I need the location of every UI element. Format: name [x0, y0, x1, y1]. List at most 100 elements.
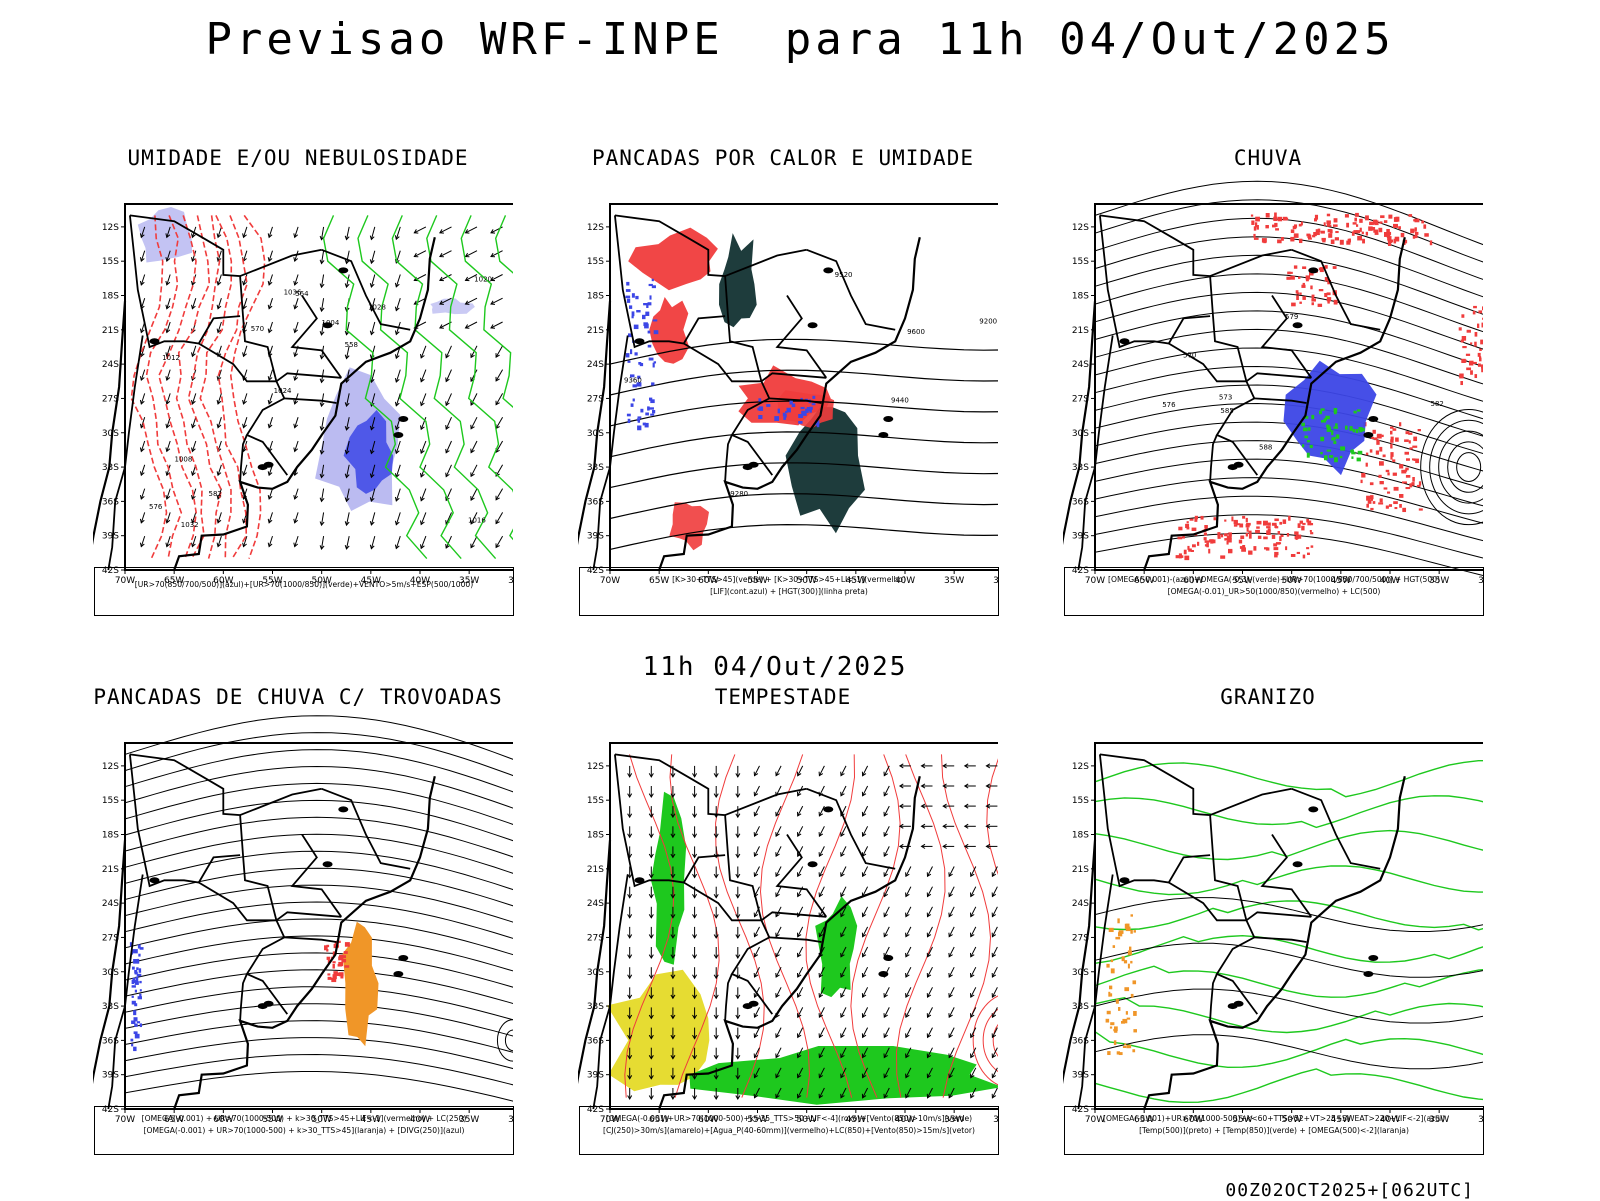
wind-vector-head: [840, 1033, 845, 1039]
wind-vector-head: [139, 233, 145, 239]
wind-vector-head: [445, 353, 450, 359]
wind-vector-head: [713, 893, 719, 899]
wind-vector-head: [344, 354, 350, 360]
rain-area: [1408, 432, 1413, 435]
wind-vector: [818, 826, 825, 837]
strong-omega-area: [1311, 414, 1315, 420]
severe-thunderstorm-area: [344, 942, 350, 947]
lat-tick-label: 30S: [1072, 429, 1089, 439]
wind-vector-head: [948, 1053, 953, 1059]
wind-vector-head: [627, 1075, 633, 1080]
wind-vector: [294, 488, 299, 500]
wind-vector-head: [165, 399, 171, 405]
rain-area: [1274, 518, 1279, 522]
strong-omega-area: [1321, 420, 1326, 423]
wind-vector-head: [293, 399, 299, 405]
wind-vector-head: [420, 401, 425, 407]
wind-vector: [948, 966, 955, 978]
wind-vector: [346, 440, 350, 454]
wind-vector-head: [165, 233, 171, 239]
rain-area: [1302, 522, 1306, 525]
rain-area: [1405, 467, 1409, 471]
rain-area: [1298, 534, 1302, 539]
wind-vector-head: [627, 934, 633, 939]
rain-area: [1387, 237, 1391, 241]
wind-vector: [321, 393, 325, 407]
country-border: [1254, 936, 1307, 943]
closed-circulation: [1429, 419, 1483, 515]
panel-tempestade: TEMPESTADE 70W65W60W55W50W45W40W35W30W12…: [548, 685, 1018, 1165]
rain-area: [1458, 327, 1462, 331]
temp500-contour: [1094, 1034, 1483, 1070]
precipitable-water-contour: [759, 754, 811, 1098]
wind-vector-head: [267, 542, 273, 548]
wind-vector-head: [735, 813, 741, 819]
omega500-area: [1124, 1043, 1127, 1046]
wind-vector-head: [920, 803, 926, 809]
rain-area: [1307, 520, 1312, 526]
wind-vector-head: [991, 872, 997, 878]
lon-tick-label: 60W: [213, 1115, 233, 1125]
wind-vector-head: [470, 448, 475, 454]
wind-vector-head: [139, 447, 145, 453]
instability-area: [669, 502, 709, 551]
wind-vector-head: [713, 793, 719, 798]
rain-area: [1182, 535, 1185, 539]
severe-thunderstorm-area: [337, 963, 342, 967]
coastline-east: [173, 775, 436, 1110]
wind-vector-head: [216, 518, 222, 524]
wind-vector-head: [420, 544, 425, 550]
lon-tick-label: 55W: [1232, 1115, 1252, 1125]
wind-vector-head: [861, 1033, 867, 1039]
wind-vector: [797, 805, 804, 817]
wind-vector-head: [344, 425, 350, 431]
omega500-area: [1110, 959, 1114, 963]
wind-vector: [465, 297, 478, 305]
strong-omega-area: [1345, 425, 1348, 430]
instability-area: [649, 297, 690, 364]
wind-vector-head: [627, 773, 633, 778]
rain-area: [1282, 519, 1287, 524]
lat-tick-label: 27S: [102, 394, 119, 404]
country-border: [1168, 342, 1247, 383]
wind-vector-head: [883, 832, 888, 837]
wind-vector-head: [692, 974, 698, 980]
island-mark: [1363, 971, 1374, 978]
wind-vector-head: [883, 852, 888, 858]
wind-vector: [465, 226, 478, 234]
wind-vector: [818, 1007, 825, 1018]
wind-vector-head: [775, 972, 780, 978]
rain-area: [1366, 495, 1371, 501]
rain-area: [1253, 237, 1259, 240]
wind-vector-head: [692, 773, 698, 778]
rain-area: [1255, 216, 1260, 222]
lif-contour: [758, 398, 762, 402]
wind-vector: [948, 987, 955, 998]
wind-vector: [495, 512, 504, 524]
lon-tick-label: 35W: [944, 576, 964, 586]
wind-vector-head: [267, 328, 273, 334]
island-mark: [1368, 955, 1379, 962]
wind-vector-head: [753, 872, 759, 878]
wind-vector: [775, 886, 782, 897]
wind-vector: [166, 512, 171, 523]
wind-vector-head: [948, 1013, 953, 1019]
wind-vector-head: [293, 257, 299, 263]
streamline: [1094, 328, 1483, 385]
lat-tick-label: 36S: [1072, 1036, 1089, 1046]
rain-area: [1298, 276, 1301, 279]
streamline: [124, 935, 513, 972]
wind-vector: [495, 416, 504, 429]
wind-vector-head: [464, 276, 470, 282]
wind-vector: [883, 805, 890, 817]
wind-vector: [370, 464, 376, 478]
wind-vector-head: [470, 400, 475, 406]
country-border: [760, 911, 827, 922]
wind-vector: [905, 926, 912, 937]
lon-tick-label: 45W: [846, 1115, 866, 1125]
island-mark: [807, 861, 818, 868]
rain-area: [1316, 231, 1320, 236]
wind-vector: [927, 966, 933, 978]
rain-area: [1277, 531, 1281, 535]
wind-vector: [370, 417, 376, 430]
